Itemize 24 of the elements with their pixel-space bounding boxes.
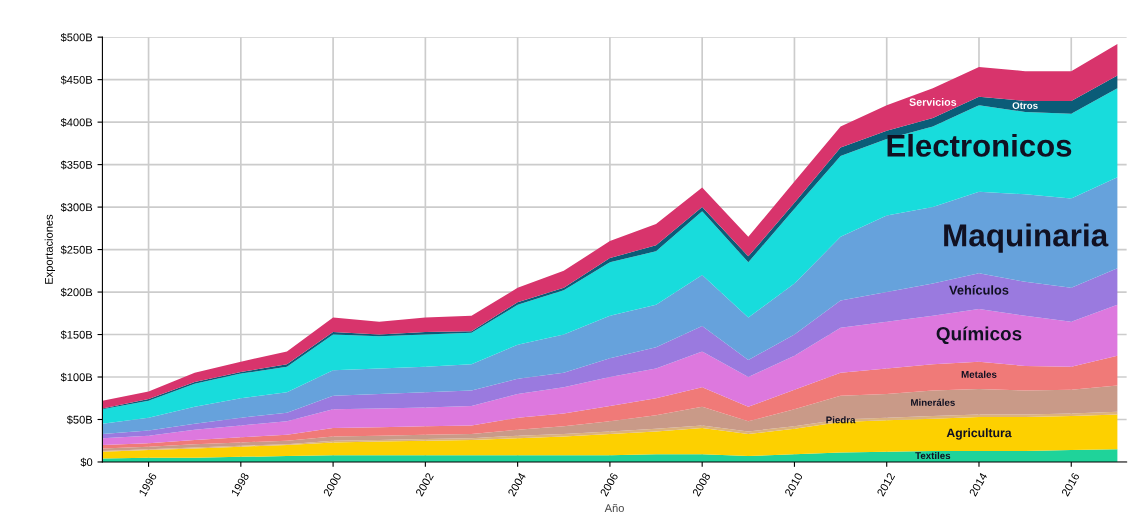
y-tick-label: $250B <box>60 245 93 255</box>
y-tick-label: $200B <box>60 287 93 297</box>
series-label: Vehículos <box>949 285 1009 295</box>
y-tick-label: $400B <box>60 117 93 127</box>
y-tick-label: $50B <box>66 415 93 425</box>
y-tick-label: $0 <box>80 457 93 467</box>
x-axis-title: Año <box>604 503 624 512</box>
series-label: Electronicos <box>887 133 1072 157</box>
y-tick-label: $300B <box>60 202 93 212</box>
series-label: Metales <box>961 370 997 378</box>
series-label: Piedra <box>826 416 856 424</box>
series-label: Maquinaria <box>944 223 1109 253</box>
y-tick-label: $100B <box>60 372 93 382</box>
series-label: Químicos <box>936 326 1022 345</box>
series-label: Agricultura <box>946 428 1012 440</box>
y-axis-title: Exportaciones <box>44 214 56 284</box>
y-tick-label: $450B <box>60 75 93 85</box>
series-label: Mineráles <box>911 398 955 406</box>
y-tick-label: $150B <box>60 330 93 340</box>
series-label: Otros <box>1012 102 1038 110</box>
series-label: Textiles <box>915 451 951 460</box>
series-label: Servicios <box>909 98 957 106</box>
y-tick-label: $500B <box>60 32 93 42</box>
y-tick-label: $350B <box>60 160 93 170</box>
